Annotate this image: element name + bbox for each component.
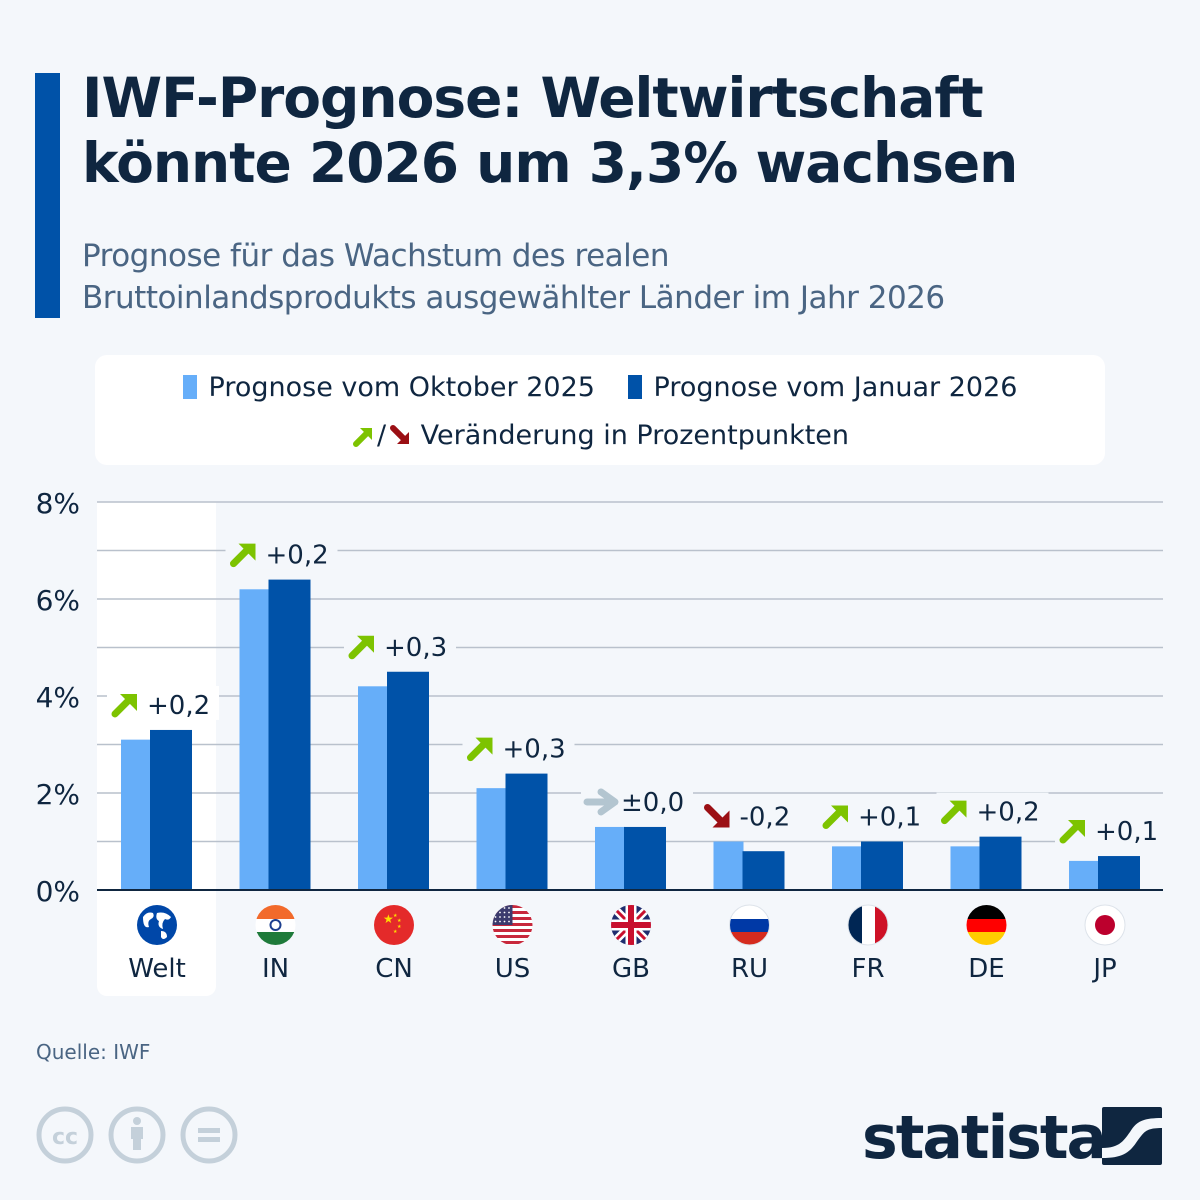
bar-october-welt: [121, 739, 151, 890]
bar-january-jp: [1098, 856, 1140, 890]
arrow-down-icon: [388, 421, 412, 459]
india-flag-icon: [255, 905, 296, 945]
statista-logo-icon: [1102, 1107, 1162, 1165]
y-tick-label: 4%: [36, 681, 80, 714]
title-line-1: IWF-Prognose: Weltwirtschaft: [82, 66, 984, 130]
arrow-up-icon: [111, 693, 137, 718]
legend-swatch-january: [627, 375, 642, 399]
highlight-background-welt-bottom: [97, 920, 216, 996]
bar-january-de: [979, 836, 1022, 890]
usa-flag-icon: [492, 905, 533, 945]
change-label: +0,3: [384, 633, 447, 663]
chart-legend: Prognose vom Oktober 2025 Prognose vom J…: [95, 355, 1105, 465]
svg-text:★: ★: [383, 912, 394, 926]
bar-october-gb: [595, 826, 625, 890]
legend-item-october: Prognose vom Oktober 2025: [182, 369, 595, 407]
arrow-down-icon: [704, 804, 730, 828]
legend-swatch-october: [182, 375, 197, 399]
globe-icon: [137, 905, 177, 945]
x-category-label: FR: [851, 954, 884, 984]
change-label: +0,2: [147, 691, 210, 721]
statista-wordmark: statista: [862, 1103, 1105, 1173]
bar-october-fr: [832, 846, 862, 890]
russia-flag-icon: [729, 904, 770, 946]
bar-october-ru: [713, 841, 744, 890]
legend-label-january: Prognose vom Januar 2026: [653, 372, 1018, 403]
y-tick-label: 6%: [36, 584, 80, 617]
x-category-label: CN: [375, 954, 413, 984]
arrow-up-icon: [351, 421, 375, 459]
page-subtitle: Prognose für das Wachstum des realen Bru…: [82, 235, 1182, 319]
no-derivatives-icon: [180, 1106, 238, 1164]
bar-october-in: [239, 589, 270, 890]
title-line-2: könnte 2026 um 3,3% wachsen: [82, 131, 1018, 195]
bar-january-fr: [861, 841, 903, 890]
subtitle-line-1: Prognose für das Wachstum des realen: [82, 238, 669, 274]
change-label: +0,2: [977, 798, 1040, 828]
bar-january-gb: [624, 826, 666, 890]
arrow-up-icon: [230, 543, 256, 568]
bar-october-jp: [1069, 860, 1099, 890]
legend-label-change: Veränderung in Prozentpunkten: [420, 420, 850, 451]
change-label: +0,3: [503, 735, 566, 765]
uk-flag-icon: [611, 905, 651, 945]
arrow-up-icon: [467, 737, 493, 762]
bar-january-ru: [742, 851, 785, 890]
bar-january-us: [505, 773, 548, 890]
bar-chart: 0% 2% 4% 6% 8% +0,2 +0,2 +0,3 +0,3 ±0,0 -0,2 +0,1 +0…: [36, 487, 1167, 996]
x-category-label: DE: [968, 954, 1004, 984]
germany-flag-icon: [966, 905, 1007, 945]
bar-january-in: [268, 579, 311, 890]
change-label: +0,1: [1095, 817, 1158, 847]
bar-october-de: [950, 846, 981, 890]
y-tick-label: 8%: [36, 487, 80, 520]
x-category-label: RU: [731, 954, 768, 984]
bar-october-cn: [358, 686, 388, 890]
legend-item-change: / Veränderung in Prozentpunkten: [95, 417, 1105, 459]
svg-text:cc: cc: [52, 1125, 78, 1150]
x-category-label: Welt: [128, 954, 186, 984]
statista-logo[interactable]: statista: [862, 1100, 1172, 1184]
bar-january-cn: [387, 671, 429, 890]
attribution-icon: [108, 1106, 166, 1164]
x-category-label: JP: [1091, 954, 1116, 984]
x-category-label: US: [495, 954, 531, 984]
arrow-up-icon: [348, 635, 374, 660]
source-label: Quelle: IWF: [36, 1040, 151, 1064]
arrow-up-icon: [941, 800, 967, 825]
france-flag-icon: [847, 904, 889, 946]
license-icons: cc: [36, 1105, 246, 1171]
china-flag-icon: ★ ★★★★: [374, 905, 414, 945]
bar-january-welt: [150, 729, 192, 890]
arrow-up-icon: [822, 805, 848, 829]
arrow-right-icon: [583, 788, 619, 816]
y-tick-label: 2%: [36, 778, 80, 811]
legend-item-january: Prognose vom Januar 2026: [627, 369, 1018, 407]
change-label: +0,2: [266, 541, 329, 571]
svg-text:★: ★: [397, 918, 402, 924]
arrow-up-icon: [1059, 820, 1085, 844]
svg-text:★: ★: [393, 913, 398, 919]
japan-flag-icon: [1084, 904, 1126, 946]
svg-text:★: ★: [393, 929, 398, 935]
x-category-label: GB: [612, 954, 650, 984]
cc-icon: cc: [36, 1106, 94, 1164]
bar-october-us: [476, 788, 507, 890]
change-label: ±0,0: [621, 788, 684, 818]
y-tick-label: 0%: [36, 875, 80, 908]
legend-slash: /: [376, 420, 387, 451]
subtitle-line-2: Bruttoinlandsprodukts ausgewählter Lände…: [82, 280, 945, 316]
change-label: -0,2: [740, 803, 791, 833]
x-category-label: IN: [262, 954, 289, 984]
page-title: IWF-Prognose: Weltwirtschaft könnte 2026…: [82, 66, 1182, 196]
title-accent-bar: [35, 73, 60, 318]
legend-label-october: Prognose vom Oktober 2025: [208, 372, 595, 403]
svg-text:★: ★: [397, 924, 402, 930]
change-label: +0,1: [858, 803, 921, 833]
